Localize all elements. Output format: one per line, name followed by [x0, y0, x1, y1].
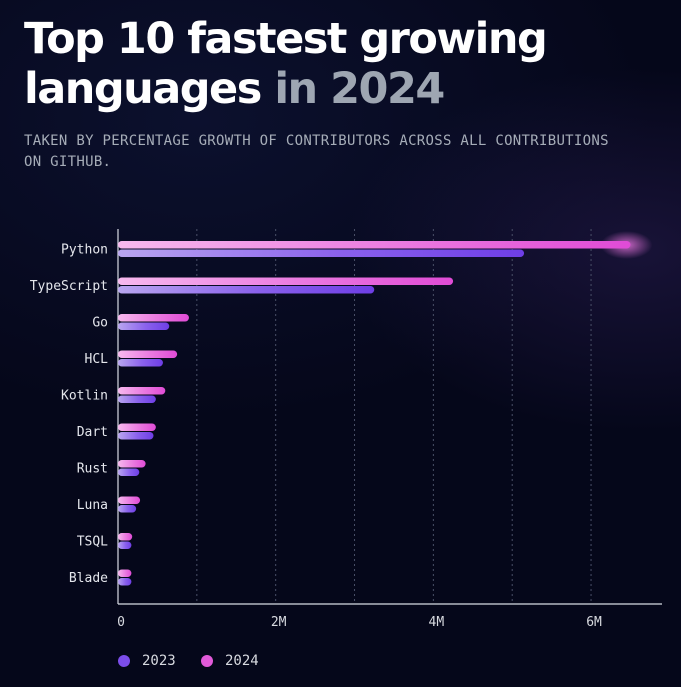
x-tick-label: 2M: [271, 615, 287, 630]
x-tick-label: 6M: [586, 615, 602, 630]
legend-label-2023: 2023: [142, 653, 176, 669]
legend-label-2024: 2024: [225, 653, 259, 669]
bar-2023-rust: [118, 468, 140, 476]
legend-item-2023: 2023: [118, 651, 176, 671]
category-label-luna: Luna: [77, 498, 108, 513]
bar-2024-rust: [118, 460, 146, 468]
bar-2024-blade: [118, 569, 132, 577]
legend-item-2024: 2024: [201, 651, 259, 671]
bar-2023-kotlin: [118, 395, 156, 403]
chart-subtitle: TAKEN BY PERCENTAGE GROWTH OF CONTRIBUTO…: [24, 133, 609, 170]
bar-2024-go: [118, 314, 189, 322]
category-labels: Python TypeScript Go HCL Kotlin Dart Rust Luna T…: [30, 243, 108, 587]
x-tick-label: 0: [117, 615, 125, 630]
title-year: in 2024: [274, 64, 445, 114]
title-line-2: languages: [24, 64, 262, 114]
category-label-tsql: TSQL: [77, 535, 108, 550]
category-label-dart: Dart: [77, 425, 108, 440]
category-label-hcl: HCL: [85, 352, 109, 367]
legend-swatch-2023: [118, 655, 130, 667]
category-label-go: Go: [92, 316, 108, 331]
category-label-typescript: TypeScript: [30, 279, 108, 294]
bar-2023-typescript: [118, 286, 375, 294]
title-line-1: Top 10 fastest growing: [24, 14, 548, 64]
bar-2023-python: [118, 249, 525, 257]
bar-2024-tsql: [118, 533, 133, 541]
bar-2023-dart: [118, 432, 154, 440]
bar-2024-hcl: [118, 350, 178, 358]
bar-2023-luna: [118, 505, 137, 513]
category-label-kotlin: Kotlin: [61, 389, 108, 404]
bars: [118, 231, 653, 586]
category-label-python: Python: [61, 243, 108, 258]
bar-2023-hcl: [118, 359, 163, 367]
legend-swatch-2024: [201, 655, 213, 667]
bar-chart: Python TypeScript Go HCL Kotlin Dart Rust Luna T…: [30, 229, 662, 630]
x-axis-ticks: 0 2M 4M 6M: [117, 615, 602, 630]
bar-2023-go: [118, 322, 170, 330]
bar-2023-tsql: [118, 541, 132, 549]
bar-2024-python: [118, 241, 631, 249]
category-label-rust: Rust: [77, 462, 108, 477]
bar-2024-typescript: [118, 277, 454, 285]
bar-2023-blade: [118, 578, 132, 586]
bar-2024-dart: [118, 423, 156, 431]
grid-lines: [117, 229, 662, 605]
chart-title: Top 10 fastest growing languages in 2024: [24, 14, 548, 114]
bar-2024-kotlin: [118, 387, 166, 395]
category-label-blade: Blade: [69, 571, 108, 586]
bar-2024-luna: [118, 496, 141, 504]
x-tick-label: 4M: [429, 615, 445, 630]
